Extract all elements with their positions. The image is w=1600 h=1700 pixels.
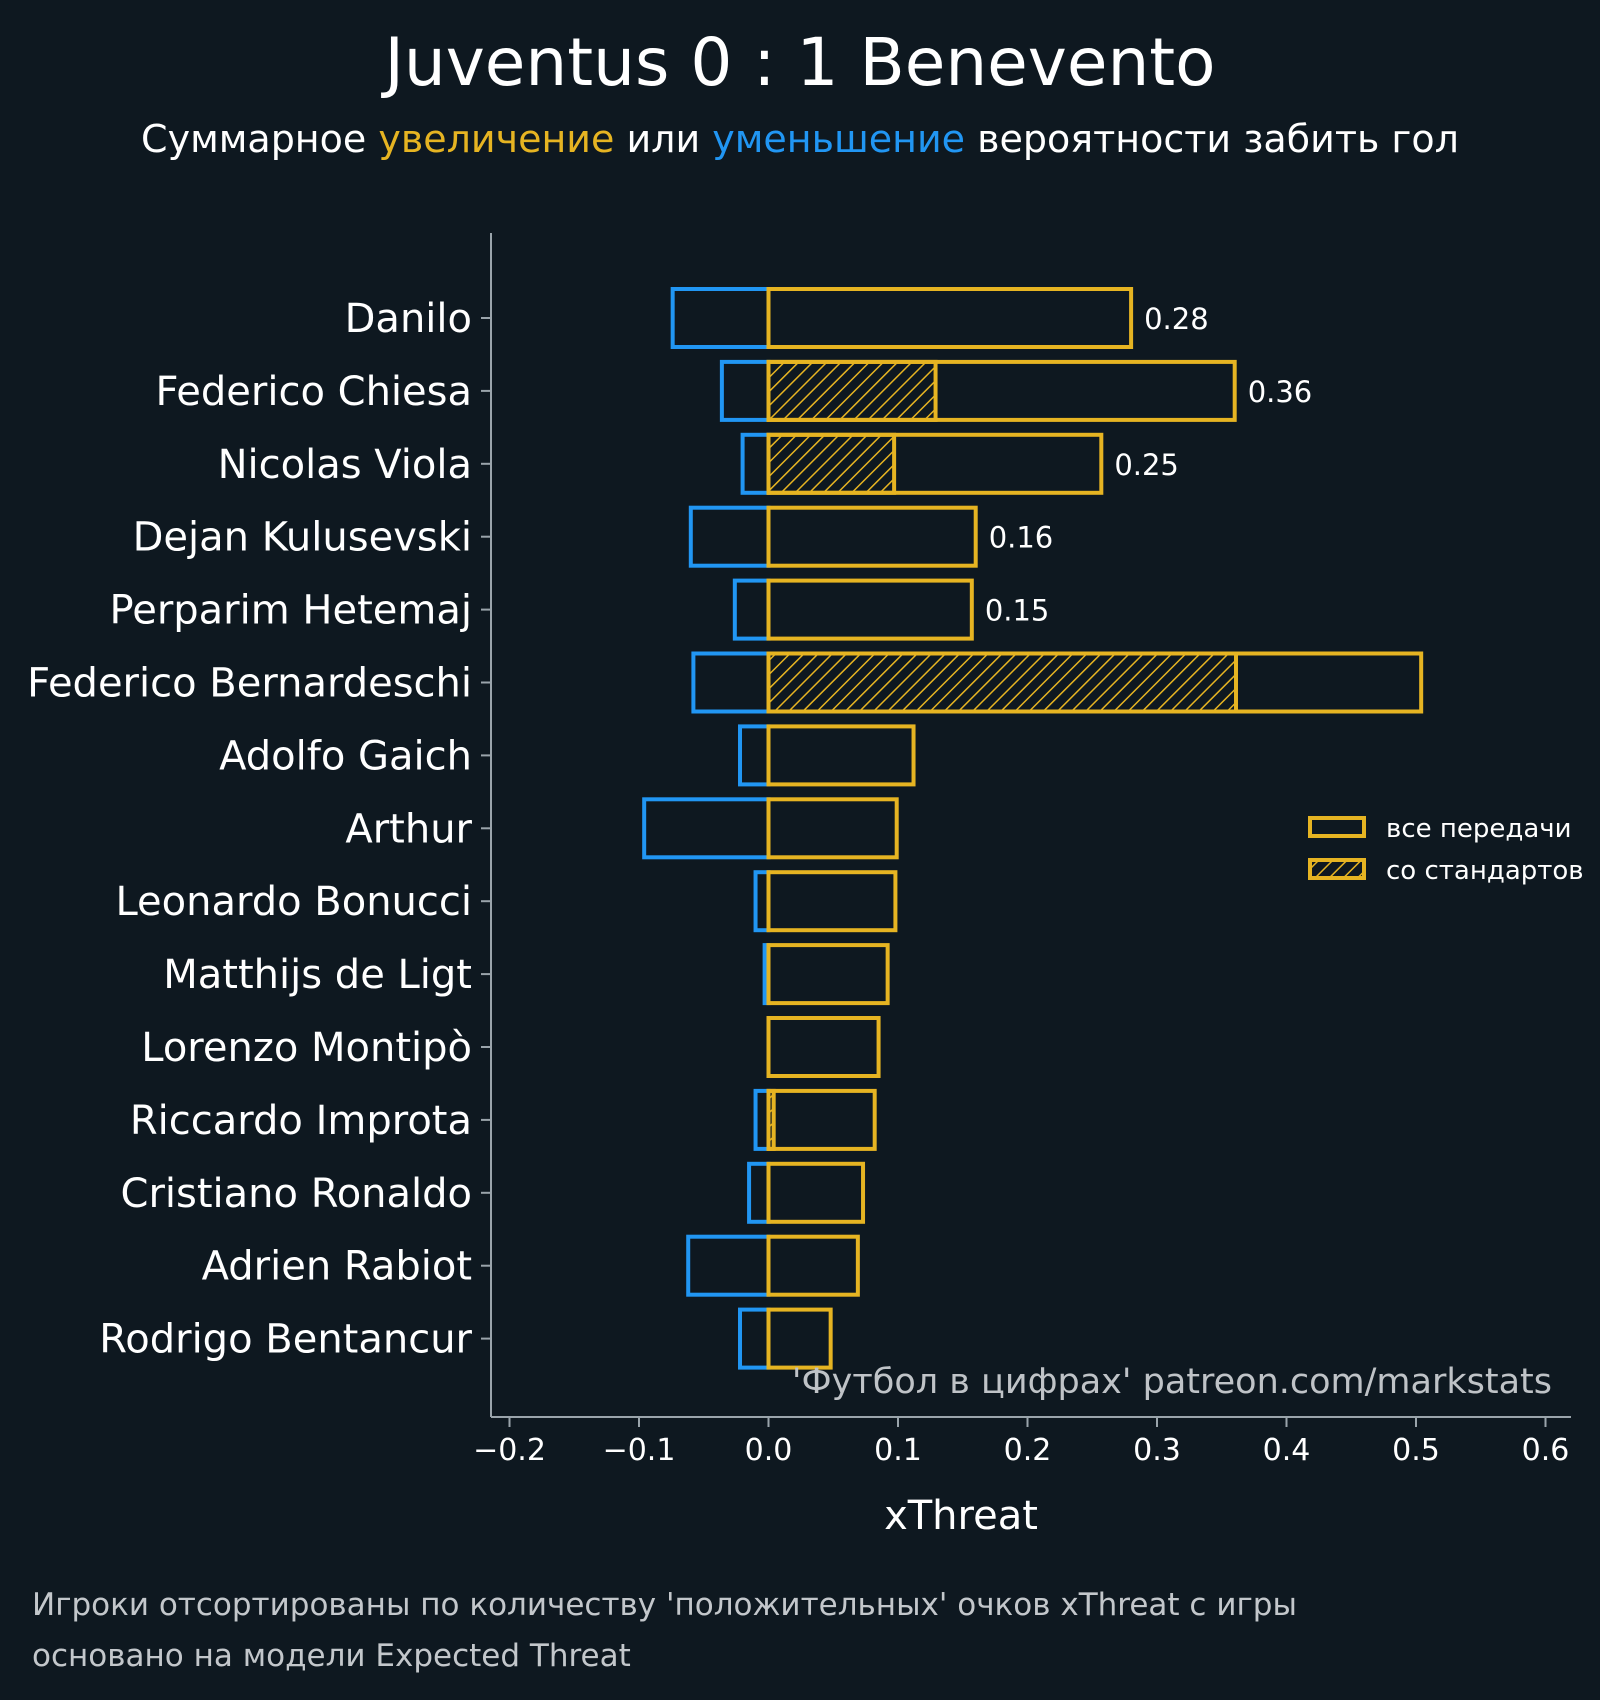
watermark: 'Футбол в цифрах' patreon.com/markstats: [792, 1362, 1552, 1402]
player-label-rodrigo-bentancur: Rodrigo Bentancur: [99, 1317, 472, 1363]
bar-negative-arthur: [642, 797, 771, 860]
bar-all-passes-matthijs-de-ligt: [766, 943, 890, 1006]
bar-all-passes-danilo: [766, 287, 1134, 349]
bar-negative-federico-chiesa: [719, 359, 771, 422]
footnote-line-1: Игроки отсортированы по количеству 'поло…: [32, 1587, 1297, 1623]
subtitle-increase: увеличение: [378, 117, 614, 161]
bar-set-pieces-nicolas-viola: [766, 432, 897, 495]
bar-all-passes-rodrigo-bentancur: [766, 1307, 833, 1370]
player-label-leonardo-bonucci: Leonardo Bonucci: [115, 879, 472, 925]
bar-all-passes-federico-chiesa: [766, 359, 1237, 422]
x-tick-label-2: 0.0: [745, 1433, 793, 1468]
bar-negative-cristiano-ronaldo: [747, 1161, 771, 1224]
legend-swatch-set-pieces: [1308, 858, 1366, 880]
bar-negative-adolfo-gaich: [738, 724, 771, 787]
plot-area: 0.28 0.36 0.25 0.16 0.15: [642, 287, 1424, 1370]
bar-all-passes-adrien-rabiot: [766, 1234, 860, 1297]
value-label-federico-chiesa: 0.36: [1248, 375, 1313, 409]
bar-all-passes-perparim-hetemaj: [766, 578, 974, 641]
x-tick-label-4: 0.2: [1004, 1433, 1052, 1468]
player-label-adrien-rabiot: Adrien Rabiot: [202, 1244, 472, 1290]
legend-label-all-passes: все передачи: [1386, 814, 1572, 844]
bar-all-passes-federico-bernardeschi: [766, 651, 1424, 714]
player-label-dejan-kulusevski: Dejan Kulusevski: [133, 515, 472, 561]
legend: все передачи со стандартов: [1308, 814, 1584, 886]
y-axis: Danilo Federico Chiesa Nicolas Viola Dejan …: [27, 296, 491, 1363]
player-label-riccardo-improta: Riccardo Improta: [130, 1098, 472, 1144]
bar-negative-federico-bernardeschi: [691, 651, 771, 714]
player-label-nicolas-viola: Nicolas Viola: [218, 442, 472, 488]
x-axis: −0.2 −0.1 0.0 0.1 0.2 0.3 0.4 0.5 0.6: [473, 1417, 1569, 1468]
legend-swatch-all-passes: [1308, 816, 1366, 838]
x-axis-label: xThreat: [884, 1493, 1038, 1539]
player-label-perparim-hetemaj: Perparim Hetemaj: [110, 588, 472, 634]
chart-subtitle: Суммарное увеличение или уменьшение веро…: [141, 117, 1459, 161]
player-label-federico-chiesa: Federico Chiesa: [155, 369, 472, 415]
value-label-perparim-hetemaj: 0.15: [985, 594, 1050, 628]
bar-negative-danilo: [670, 287, 771, 349]
bar-negative-dejan-kulusevski: [688, 505, 771, 568]
bar-all-passes-arthur: [766, 797, 899, 860]
bar-all-passes-adolfo-gaich: [766, 724, 916, 787]
subtitle-decrease: уменьшение: [712, 117, 965, 161]
x-tick-label-3: 0.1: [874, 1433, 922, 1468]
bar-all-passes-riccardo-improta: [766, 1088, 877, 1151]
player-label-adolfo-gaich: Adolfo Gaich: [219, 733, 472, 779]
bar-set-pieces-federico-bernardeschi: [766, 651, 1238, 714]
x-tick-label-7: 0.5: [1392, 1433, 1440, 1468]
x-tick-label-1: −0.1: [603, 1433, 676, 1468]
footnote-line-2: основано на модели Expected Threat: [32, 1638, 631, 1674]
bar-all-passes-lorenzo-montipo: [766, 1016, 881, 1078]
player-label-federico-bernardeschi: Federico Bernardeschi: [27, 661, 472, 707]
player-label-cristiano-ronaldo: Cristiano Ronaldo: [121, 1171, 472, 1217]
player-label-arthur: Arthur: [345, 806, 472, 852]
chart-title: Juventus 0 : 1 Benevento: [380, 24, 1215, 101]
x-tick-label-5: 0.3: [1133, 1433, 1181, 1468]
subtitle-middle: или: [614, 117, 712, 161]
subtitle-prefix: Суммарное: [141, 117, 378, 161]
x-tick-label-0: −0.2: [473, 1433, 546, 1468]
bar-set-pieces-federico-chiesa: [766, 359, 938, 422]
bar-all-passes-leonardo-bonucci: [766, 870, 898, 933]
value-label-nicolas-viola: 0.25: [1114, 448, 1179, 482]
bar-negative-rodrigo-bentancur: [738, 1307, 771, 1370]
player-label-matthijs-de-ligt: Matthijs de Ligt: [163, 952, 472, 998]
value-label-dejan-kulusevski: 0.16: [989, 521, 1054, 555]
x-tick-label-6: 0.4: [1263, 1433, 1311, 1468]
player-label-lorenzo-montipo: Lorenzo Montipò: [141, 1025, 472, 1071]
value-label-danilo: 0.28: [1144, 302, 1209, 336]
subtitle-suffix: вероятности забить гол: [965, 117, 1459, 161]
bar-negative-adrien-rabiot: [686, 1234, 771, 1297]
bar-all-passes-dejan-kulusevski: [766, 505, 978, 568]
legend-label-set-pieces: со стандартов: [1386, 856, 1584, 886]
bar-negative-nicolas-viola: [740, 432, 771, 495]
x-tick-label-8: 0.6: [1522, 1433, 1570, 1468]
bar-negative-perparim-hetemaj: [732, 578, 771, 641]
bar-all-passes-nicolas-viola: [766, 432, 1104, 495]
player-label-danilo: Danilo: [345, 296, 472, 342]
bar-all-passes-cristiano-ronaldo: [766, 1161, 866, 1224]
